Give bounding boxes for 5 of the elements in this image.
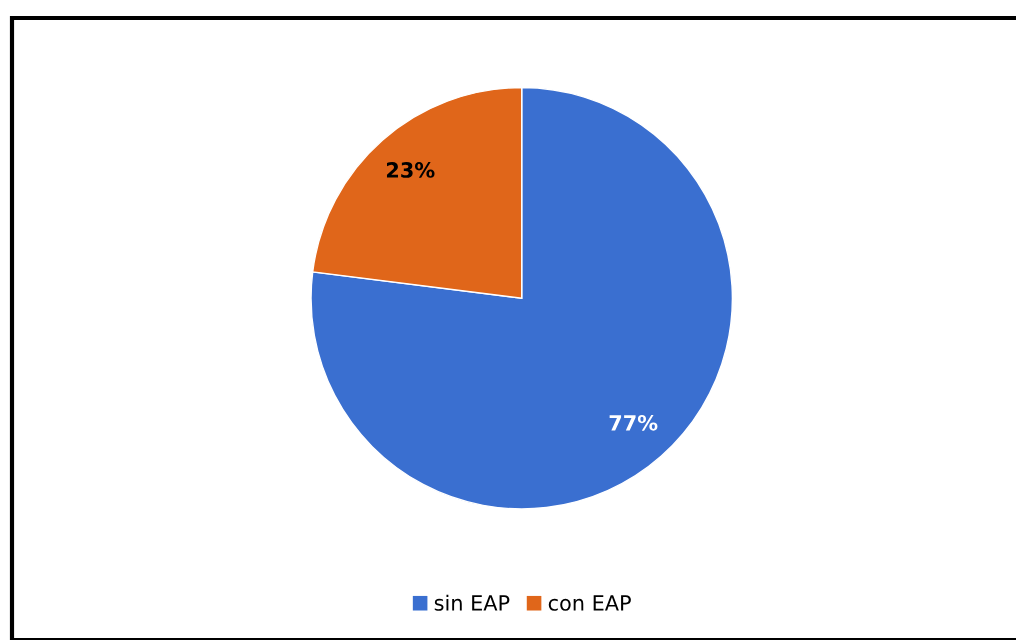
data-label: 77%	[609, 414, 658, 431]
pie-slice	[310, 86, 734, 510]
legend-label: sin EAP	[434, 594, 510, 611]
legend-label: con EAP	[548, 595, 631, 611]
data-label: 23%	[386, 162, 435, 178]
